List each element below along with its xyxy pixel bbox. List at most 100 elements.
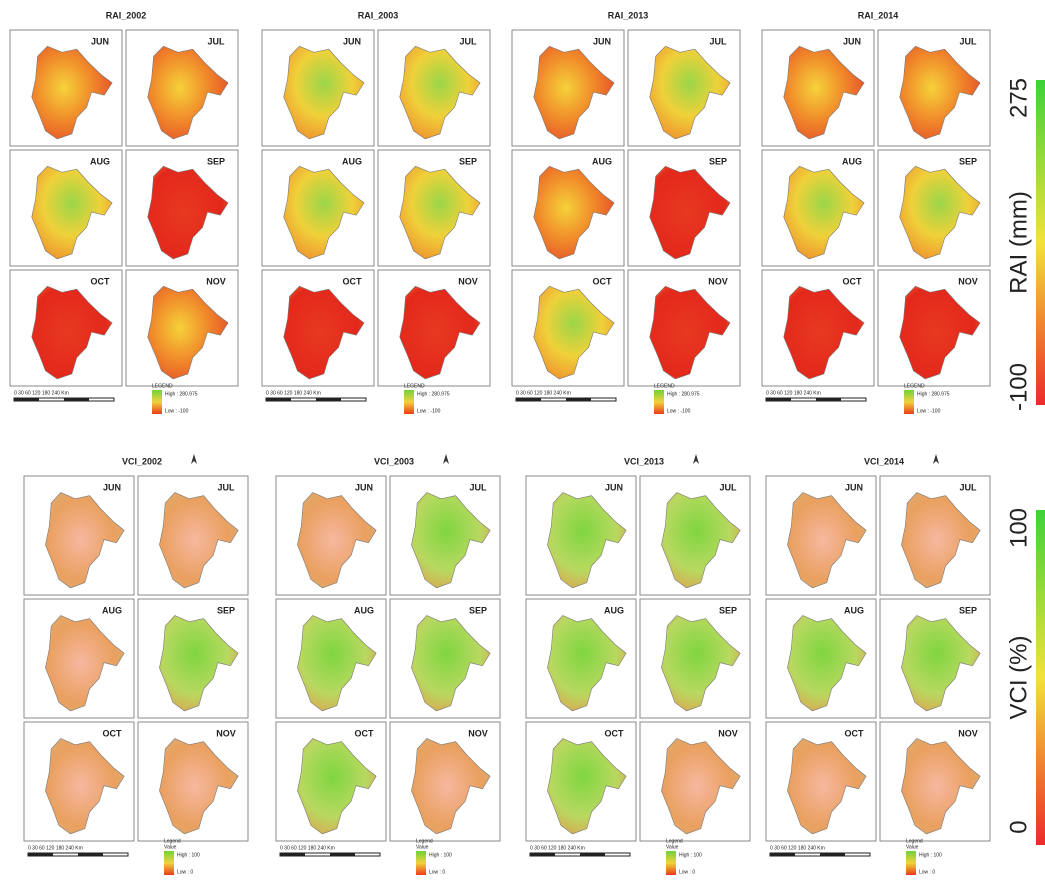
scale-bar-fill: [766, 398, 791, 401]
group-title: RAI_2013: [608, 10, 649, 20]
month-label: JUL: [709, 36, 727, 46]
month-label: JUN: [91, 36, 109, 46]
month-label: NOV: [958, 728, 978, 738]
group-title: RAI_2003: [358, 10, 399, 20]
group-title: VCI_2002: [122, 456, 162, 466]
month-label: JUN: [355, 482, 373, 492]
group-title: VCI_2013: [624, 456, 664, 466]
month-label: JUN: [845, 482, 863, 492]
month-label: JUN: [343, 36, 361, 46]
scale-bar-fill: [566, 398, 591, 401]
month-label: AUG: [90, 156, 110, 166]
legend-heading: LEGEND: [152, 383, 173, 389]
legend-sub: Value: [906, 844, 919, 850]
month-label: OCT: [343, 276, 363, 286]
month-label: OCT: [593, 276, 613, 286]
month-label: NOV: [718, 728, 738, 738]
month-label: JUL: [217, 482, 235, 492]
scale-label: 0 30 60 120 180 240 Km: [770, 845, 825, 851]
month-label: AUG: [354, 605, 374, 615]
legend-high: High : 100: [919, 852, 942, 858]
north-arrow: [443, 454, 449, 464]
month-label: OCT: [103, 728, 123, 738]
month-label: NOV: [708, 276, 728, 286]
month-label: SEP: [469, 605, 487, 615]
month-label: AUG: [842, 156, 862, 166]
month-label: AUG: [844, 605, 864, 615]
scale-bar-fill: [816, 398, 841, 401]
month-label: SEP: [217, 605, 235, 615]
scale-label: 0 30 60 120 180 240 Km: [266, 390, 321, 396]
scale-bar-fill: [316, 398, 341, 401]
scale-label: 0 30 60 120 180 240 Km: [28, 845, 83, 851]
legend-ramp: [152, 390, 162, 414]
figure: RAI_2002 JUN JUL AUG SEP OCT NOV 0 30 60 120 18…: [0, 0, 1045, 890]
month-label: OCT: [845, 728, 865, 738]
legend-sub: Value: [416, 844, 429, 850]
month-label: AUG: [342, 156, 362, 166]
legend-ramp: [416, 851, 426, 875]
month-label: AUG: [604, 605, 624, 615]
colorbar-max: 275: [1005, 78, 1032, 118]
legend-low: Low : -100: [417, 408, 441, 414]
month-label: SEP: [959, 156, 977, 166]
legend-high: High : 100: [429, 852, 452, 858]
colorbar-label: VCI (%): [1005, 636, 1032, 720]
legend-low: Low : 0: [177, 869, 193, 875]
scale-bar-fill: [516, 398, 541, 401]
colorbar-min: 0: [1005, 820, 1032, 833]
month-label: JUL: [207, 36, 225, 46]
month-label: SEP: [719, 605, 737, 615]
legend-low: Low : 0: [919, 869, 935, 875]
month-label: JUL: [719, 482, 737, 492]
scale-bar-fill: [580, 853, 605, 856]
legend-ramp: [906, 851, 916, 875]
month-label: JUN: [843, 36, 861, 46]
legend-ramp: [666, 851, 676, 875]
month-label: AUG: [102, 605, 122, 615]
legend-low: Low : -100: [667, 408, 691, 414]
scale-bar-fill: [14, 398, 39, 401]
month-label: OCT: [91, 276, 111, 286]
scale-bar-fill: [770, 853, 795, 856]
scale-bar-fill: [530, 853, 555, 856]
legend-low: Low : 0: [429, 869, 445, 875]
month-label: JUN: [605, 482, 623, 492]
north-arrow: [693, 454, 699, 464]
legend-high: High : 100: [679, 852, 702, 858]
scale-bar-fill: [820, 853, 845, 856]
legend-ramp: [654, 390, 664, 414]
colorbar: [1036, 80, 1045, 405]
legend-high: High : 280.975: [917, 391, 950, 397]
legend-high: High : 280.975: [667, 391, 700, 397]
north-arrow: [933, 454, 939, 464]
month-label: SEP: [959, 605, 977, 615]
colorbar-label: RAI (mm): [1005, 191, 1032, 294]
month-label: OCT: [843, 276, 863, 286]
month-label: NOV: [206, 276, 226, 286]
scale-bar-fill: [266, 398, 291, 401]
legend-low: Low : 0: [679, 869, 695, 875]
legend-ramp: [904, 390, 914, 414]
scale-bar-fill: [280, 853, 305, 856]
legend-heading: LEGEND: [404, 383, 425, 389]
month-label: SEP: [207, 156, 225, 166]
scale-bar-fill: [78, 853, 103, 856]
scale-bar-fill: [330, 853, 355, 856]
legend-ramp: [164, 851, 174, 875]
month-label: NOV: [468, 728, 488, 738]
legend-sub: Value: [666, 844, 679, 850]
month-label: JUN: [593, 36, 611, 46]
legend-low: Low : -100: [917, 408, 941, 414]
scale-label: 0 30 60 120 180 240 Km: [280, 845, 335, 851]
month-label: SEP: [459, 156, 477, 166]
legend-heading: LEGEND: [654, 383, 675, 389]
legend-high: High : 100: [177, 852, 200, 858]
legend-high: High : 280.975: [165, 391, 198, 397]
month-label: SEP: [709, 156, 727, 166]
group-title: VCI_2003: [374, 456, 414, 466]
legend-low: Low : -100: [165, 408, 189, 414]
group-title: RAI_2002: [106, 10, 147, 20]
colorbar-min: -100: [1005, 363, 1032, 411]
scale-bar-fill: [28, 853, 53, 856]
